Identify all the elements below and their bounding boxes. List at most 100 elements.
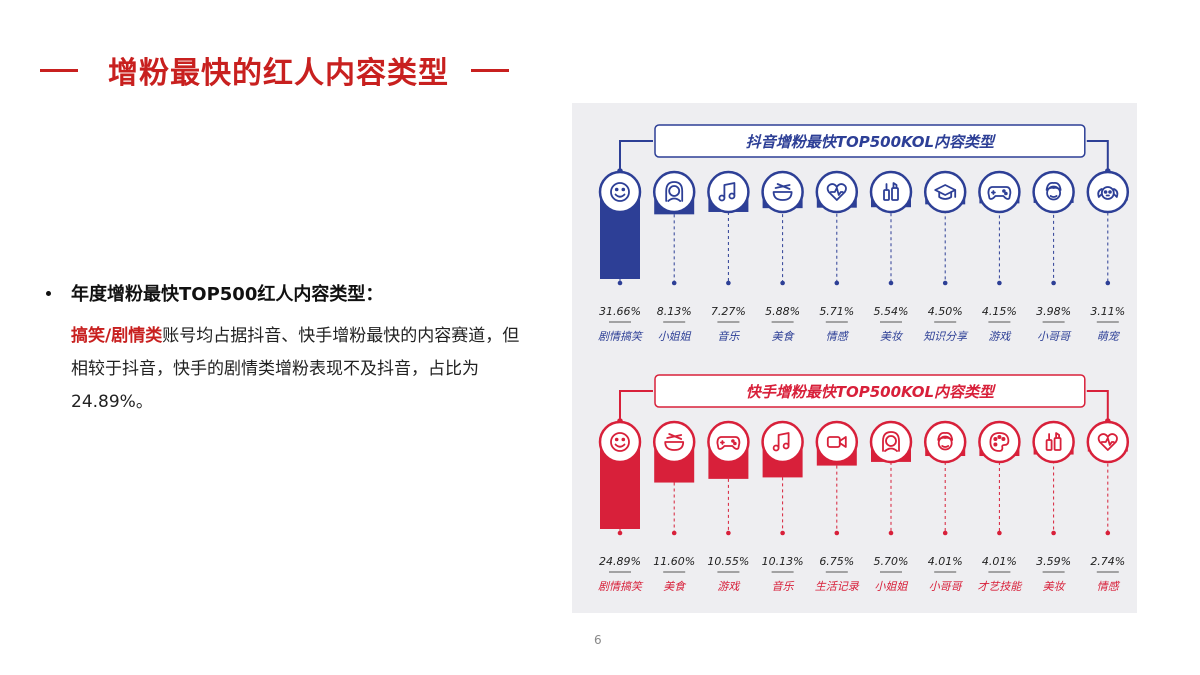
category-label: 美妆 [880,330,904,343]
icon-circle-8 [978,170,1021,214]
icon-circle-3 [707,170,750,214]
makeup-icon [1045,432,1062,451]
bar-dot-6 [888,530,894,536]
gamepad-icon [716,436,741,450]
icon-circle-9 [1032,420,1075,464]
boy-icon [937,431,954,451]
bar-dot-7 [942,280,948,286]
music-icon [772,432,790,452]
category-label: 美食 [772,330,796,343]
value-label: 3.11% [1090,305,1125,318]
bar-dot-4 [780,280,785,286]
bar-dot-6 [888,280,894,286]
summary-bullet: 年度增粉最快TOP500红人内容类型： 搞笑/剧情类账号均占据抖音、快手增粉最快… [42,280,542,419]
icon-circle-5 [815,420,859,464]
value-label: 5.71% [819,305,854,318]
value-label: 4.15% [982,305,1017,318]
bar-dot-1 [617,530,623,536]
chart-panel-0: 抖音增粉最快TOP500KOL内容类型 31.66% 剧情搞笑 8.13% 小姐姐 7.2… [598,124,1130,343]
value-label: 7.27% [711,305,746,318]
icon-circle-4 [761,420,804,464]
chart-title: 抖音增粉最快TOP500KOL内容类型 [746,133,996,151]
category-label: 知识分享 [923,330,969,343]
icon-circle-6 [869,420,913,464]
bar-dot-7 [942,530,948,536]
value-label: 10.13% [762,555,804,568]
category-label: 萌宠 [1097,330,1121,343]
icon-circle-7 [923,420,967,464]
bar-dot-2 [671,530,677,536]
category-label: 生活记录 [815,580,860,593]
category-label: 小姐姐 [875,580,909,593]
girl-icon [882,431,900,452]
category-label: 情感 [1097,580,1121,593]
category-label: 情感 [826,330,850,343]
heartbeat-icon [826,183,847,201]
value-label: 8.13% [657,305,692,318]
bar-dot-5 [834,280,840,286]
value-label: 3.98% [1036,305,1071,318]
bar-dot-3 [726,280,731,286]
bar-dot-8 [997,280,1002,286]
gamepad-icon [987,186,1012,200]
bar-dot-5 [834,530,840,536]
value-label: 6.75% [819,555,854,568]
value-label: 5.70% [874,555,909,568]
bar-dot-2 [671,280,677,286]
value-label: 10.55% [707,555,749,568]
category-label: 小哥哥 [1037,330,1072,343]
value-label: 4.50% [928,305,963,318]
icon-circle-10 [1086,170,1130,214]
bullet-heading-text: 年度增粉最快TOP500红人内容类型： [71,284,384,305]
bracket-line-left [619,140,653,172]
category-label: 小姐姐 [658,330,692,343]
bullet-body-text: 账号均占据抖音、快手增粉最快的内容赛道，但相较于抖音，快手的剧情类增粉表现不及抖… [71,326,520,412]
bracket-line-left [619,390,653,422]
food-bowl-icon [772,183,793,201]
value-label: 4.01% [928,555,963,568]
icon-circle-3 [707,420,750,464]
smiley-icon [610,432,630,452]
value-label: 24.89% [599,555,641,568]
bracket-line-right [1086,390,1109,422]
bar-dot-3 [726,530,731,536]
icon-circle-1 [598,170,642,214]
bar-dot-9 [1051,280,1056,286]
bracket-line-right [1086,140,1109,172]
value-label: 11.60% [653,555,695,568]
girl-icon [665,181,684,202]
makeup-icon [883,182,899,201]
category-label: 音乐 [772,580,795,593]
bar-dot-8 [997,530,1002,536]
icon-circle-8 [978,420,1021,464]
smiley-icon [610,182,630,202]
value-label: 2.74% [1090,555,1125,568]
palette-icon [989,432,1010,452]
icon-circle-2 [652,170,696,214]
icon-circle-5 [815,170,859,214]
category-label: 美妆 [1043,580,1067,593]
kol-content-type-chart: 抖音增粉最快TOP500KOL内容类型 31.66% 剧情搞笑 8.13% 小姐姐 7.2… [572,103,1137,613]
music-icon [718,182,736,202]
bar-dot-4 [780,530,785,536]
page-number: 6 [594,633,602,647]
chart-title: 快手增粉最快TOP500KOL内容类型 [746,383,996,401]
title-dash-left [40,68,78,72]
bullet-heading: 年度增粉最快TOP500红人内容类型： [42,280,542,306]
bar-dot-9 [1051,530,1056,536]
title-dash-right [471,68,509,72]
chart-panel-1: 快手增粉最快TOP500KOL内容类型 24.89% 剧情搞笑 11.60% 美食 10.… [598,374,1130,593]
bullet-body: 搞笑/剧情类账号均占据抖音、快手增粉最快的内容赛道，但相较于抖音，快手的剧情类增… [71,320,531,419]
category-label: 游戏 [988,330,1011,343]
icon-circle-10 [1086,420,1130,464]
bar-dot-10 [1105,280,1111,286]
bar-dot-10 [1105,530,1111,536]
graduation-cap-icon [934,184,957,200]
page-header: 增粉最快的红人内容类型 [40,48,509,92]
category-label: 美食 [663,580,687,593]
page-title: 增粉最快的红人内容类型 [108,56,449,91]
category-label: 才艺技能 [977,580,1023,593]
icon-circle-7 [923,170,967,214]
category-label: 剧情搞笑 [598,330,644,343]
heartbeat-icon [1097,433,1118,451]
